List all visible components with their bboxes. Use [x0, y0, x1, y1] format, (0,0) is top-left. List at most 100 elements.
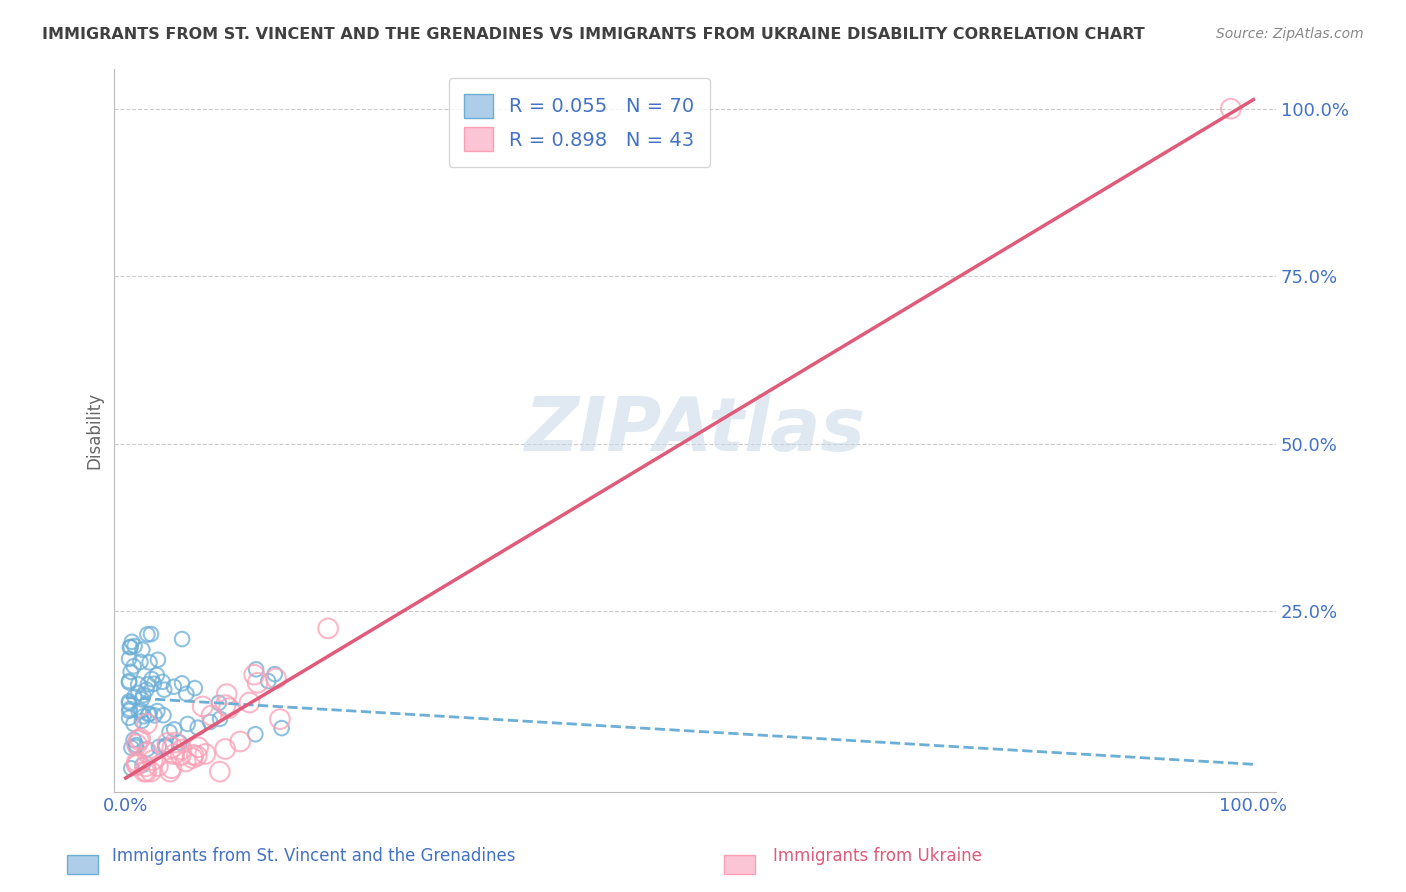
Point — [122, 716, 145, 731]
Point — [118, 702, 141, 716]
Point — [187, 740, 209, 755]
Point — [125, 738, 148, 752]
Point — [163, 723, 186, 737]
Point — [120, 665, 142, 679]
Point — [170, 748, 193, 763]
Point — [152, 708, 174, 723]
Point — [160, 761, 183, 775]
Text: IMMIGRANTS FROM ST. VINCENT AND THE GRENADINES VS IMMIGRANTS FROM UKRAINE DISABI: IMMIGRANTS FROM ST. VINCENT AND THE GREN… — [42, 27, 1144, 42]
Point — [132, 709, 155, 723]
Point — [159, 764, 181, 779]
Point — [128, 705, 150, 719]
Point — [155, 739, 177, 754]
Point — [131, 692, 153, 706]
Point — [125, 757, 148, 772]
Point — [118, 704, 141, 718]
Text: Immigrants from Ukraine: Immigrants from Ukraine — [773, 847, 983, 864]
Point — [136, 746, 159, 760]
Point — [214, 698, 236, 712]
Point — [136, 742, 159, 756]
Point — [128, 686, 150, 700]
Point — [129, 731, 152, 746]
Text: ZIPAtlas: ZIPAtlas — [524, 393, 866, 467]
Point — [120, 740, 142, 755]
Text: Immigrants from St. Vincent and the Grenadines: Immigrants from St. Vincent and the Gren… — [112, 847, 516, 864]
Point — [132, 688, 155, 702]
Point — [138, 656, 160, 670]
Point — [135, 682, 157, 697]
Point — [146, 704, 169, 718]
Point — [246, 675, 269, 690]
Point — [118, 674, 141, 689]
Point — [245, 662, 267, 676]
Point — [174, 755, 197, 769]
Point — [176, 687, 198, 701]
Point — [143, 708, 166, 723]
Point — [238, 696, 260, 710]
Point — [142, 753, 165, 767]
Point — [159, 725, 181, 739]
Point — [143, 677, 166, 691]
Point — [141, 672, 163, 686]
Point — [125, 738, 148, 752]
Legend: R = 0.055   N = 70, R = 0.898   N = 43: R = 0.055 N = 70, R = 0.898 N = 43 — [449, 78, 710, 167]
Point — [153, 682, 176, 697]
Point — [127, 677, 149, 691]
Point — [215, 687, 238, 701]
Point — [135, 764, 157, 779]
Point — [121, 635, 143, 649]
Point — [139, 627, 162, 641]
Point — [156, 736, 179, 750]
Point — [155, 739, 177, 753]
Point — [120, 640, 142, 654]
Point — [181, 747, 204, 762]
Point — [122, 732, 145, 747]
Point — [186, 749, 208, 764]
Point — [146, 668, 169, 682]
Point — [245, 727, 267, 741]
Point — [263, 667, 285, 681]
Point — [269, 712, 291, 726]
Point — [129, 704, 152, 718]
Point — [187, 721, 209, 735]
Point — [148, 739, 170, 754]
Point — [118, 652, 141, 666]
Point — [165, 735, 187, 749]
Point — [138, 707, 160, 722]
Point — [163, 747, 186, 761]
Point — [125, 755, 148, 769]
Y-axis label: Disability: Disability — [86, 392, 103, 468]
Point — [191, 699, 214, 714]
Point — [229, 734, 252, 748]
Point — [162, 740, 184, 755]
Point — [172, 632, 194, 646]
Point — [131, 642, 153, 657]
Point — [176, 717, 198, 731]
Point — [118, 696, 141, 710]
Point — [118, 640, 141, 655]
Point — [122, 659, 145, 673]
Point — [169, 735, 191, 749]
Point — [128, 733, 150, 747]
Point — [181, 751, 204, 765]
Point — [135, 716, 157, 731]
Point — [170, 742, 193, 756]
Point — [136, 677, 159, 691]
Point — [118, 711, 141, 725]
Point — [208, 764, 231, 779]
Point — [118, 694, 141, 708]
Point — [218, 701, 240, 715]
Point — [163, 680, 186, 694]
Point — [1219, 102, 1241, 116]
Point — [138, 706, 160, 721]
Point — [135, 759, 157, 773]
Point — [257, 674, 280, 689]
Point — [214, 742, 236, 756]
Point — [124, 639, 146, 653]
Point — [194, 747, 217, 761]
Point — [124, 739, 146, 754]
Point — [129, 655, 152, 669]
Point — [270, 721, 292, 735]
Point — [152, 674, 174, 689]
Point — [131, 758, 153, 772]
